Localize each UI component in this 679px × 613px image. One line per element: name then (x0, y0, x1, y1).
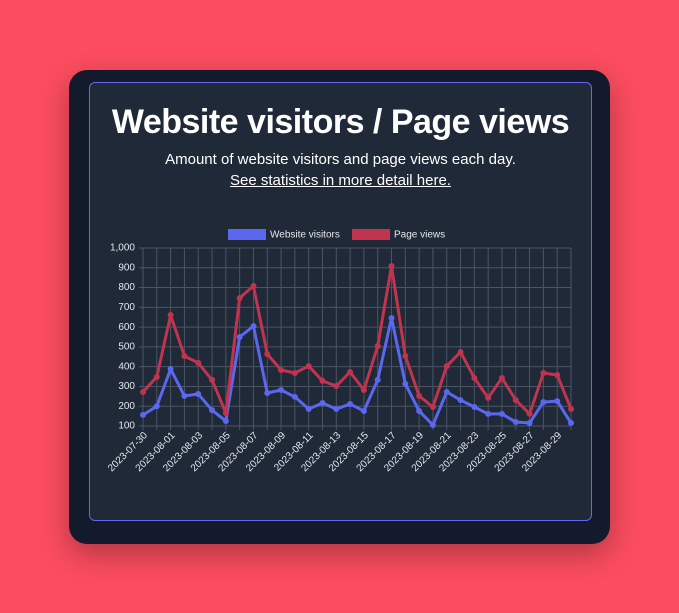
data-point (485, 410, 492, 417)
data-point (457, 349, 464, 356)
data-point (305, 363, 312, 370)
data-point (333, 405, 340, 412)
data-point (402, 380, 409, 387)
data-point (485, 394, 492, 401)
y-tick-label: 800 (118, 282, 135, 293)
data-point (333, 383, 340, 390)
y-tick-label: 700 (118, 302, 135, 313)
data-point (360, 407, 367, 414)
data-point (264, 389, 271, 396)
data-point (291, 393, 298, 400)
y-tick-label: 900 (118, 262, 135, 273)
data-point (471, 404, 478, 411)
data-point (526, 420, 533, 427)
data-point (526, 410, 533, 417)
data-point (236, 334, 243, 340)
data-point (181, 392, 188, 399)
data-point (195, 359, 202, 366)
y-tick-label: 300 (118, 381, 135, 392)
series-line (141, 264, 573, 416)
data-point (416, 407, 423, 414)
link[interactable]: See statistics in more detail here. (230, 172, 451, 189)
data-point (167, 366, 174, 373)
y-tick-label: 600 (118, 322, 135, 333)
data-point (153, 403, 160, 410)
y-tick-label: 500 (118, 342, 135, 353)
data-point (388, 315, 395, 322)
data-point (305, 405, 312, 412)
data-point (195, 390, 202, 397)
data-point (416, 392, 423, 399)
data-point (429, 422, 436, 429)
legend-label: Website visitors (270, 230, 340, 241)
data-point (360, 387, 367, 394)
data-point (568, 420, 574, 427)
data-point (554, 371, 561, 378)
data-point (209, 407, 216, 414)
data-point (209, 376, 216, 383)
data-point (374, 343, 381, 350)
data-point (498, 374, 505, 381)
data-point (236, 295, 243, 302)
y-tick-label: 400 (118, 361, 135, 372)
data-point (140, 411, 146, 418)
title: Website visitors / Page views (111, 103, 570, 141)
data-point (319, 400, 326, 407)
data-point (222, 418, 229, 425)
series-line (142, 316, 573, 427)
legend-label: Page views (394, 230, 445, 241)
data-point (568, 405, 574, 412)
data-point (512, 419, 519, 426)
panel: Website visitors / Page views Amount of … (89, 82, 592, 521)
data-point (140, 388, 146, 395)
data-point (443, 388, 450, 395)
data-point (291, 369, 298, 376)
data-point (278, 387, 285, 394)
data-point (429, 404, 436, 411)
data-point (347, 401, 354, 408)
data-point (250, 323, 257, 330)
data-point (457, 397, 464, 404)
data-point (264, 351, 271, 358)
data-point (443, 363, 450, 370)
data-point (181, 352, 188, 359)
data-point (554, 398, 561, 405)
data-point (347, 369, 354, 376)
data-point (374, 376, 381, 383)
data-point (512, 397, 519, 404)
data-point (153, 373, 160, 380)
data-point (471, 374, 478, 381)
data-point (167, 312, 174, 319)
data-point (498, 410, 505, 417)
subtitle: Amount of website visitors and page view… (165, 151, 516, 168)
data-point (278, 367, 285, 374)
y-tick-label: 200 (118, 401, 135, 412)
data-point (319, 377, 326, 384)
legend-swatch (228, 229, 266, 240)
data-point (402, 352, 409, 359)
data-point (388, 262, 395, 269)
data-point (540, 369, 547, 376)
y-tick-label: 100 (118, 421, 135, 432)
y-tick-label: 1,000 (110, 243, 135, 254)
data-point (222, 409, 229, 416)
legend-swatch (352, 229, 390, 240)
data-point (250, 282, 257, 289)
data-point (540, 399, 547, 406)
